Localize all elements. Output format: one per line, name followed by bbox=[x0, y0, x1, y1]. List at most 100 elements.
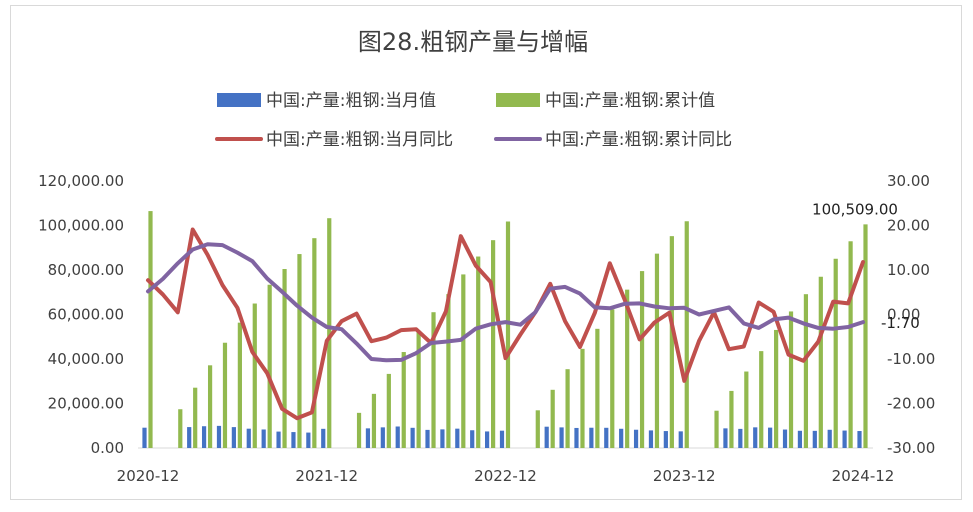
cumulative-output-bar bbox=[371, 393, 377, 448]
cumulative-data-label: 100,509.00 bbox=[812, 200, 898, 218]
cumulative-output-bar bbox=[401, 352, 406, 448]
monthly-output-bar bbox=[663, 431, 668, 448]
monthly-output-bar bbox=[201, 426, 207, 448]
monthly-output-bar bbox=[589, 427, 594, 448]
cumulative-output-bar bbox=[282, 269, 287, 448]
cumulative-output-bar bbox=[148, 211, 153, 448]
cumulative-output-bar bbox=[580, 348, 585, 448]
monthly-output-bar bbox=[782, 429, 788, 448]
cumulative-output-bar bbox=[833, 258, 838, 448]
monthly-output-bar bbox=[231, 427, 236, 448]
chart-frame: 图28.粗钢产量与增幅 中国:产量:粗钢:当月值 中国:产量:粗钢:累计值中国:产… bbox=[10, 5, 962, 500]
monthly-output-bar bbox=[738, 428, 743, 448]
cumulative-output-bar bbox=[431, 312, 436, 448]
monthly-output-bar bbox=[857, 431, 862, 448]
monthly-output-bar bbox=[276, 431, 281, 448]
monthly-output-bar bbox=[455, 428, 460, 448]
legend-swatch bbox=[217, 93, 261, 107]
cumulative-output-bar bbox=[744, 371, 749, 448]
axes: 0.00 20,000.00 40,000.00 60,000.00 80,000.00… bbox=[38, 172, 935, 485]
cumulative-output-bar bbox=[610, 309, 615, 448]
monthly-output-bar bbox=[410, 427, 415, 448]
monthly-output-bar bbox=[485, 431, 490, 448]
legend-label: 中国:产量:粗钢:当月值 bbox=[266, 91, 436, 111]
monthly-output-bar bbox=[216, 425, 222, 448]
monthly-output-bar bbox=[187, 427, 192, 448]
monthly-output-bar bbox=[812, 430, 817, 448]
cumulative-output-bar bbox=[356, 412, 362, 448]
cumulative-output-bar bbox=[327, 218, 332, 448]
cumulative-output-bar bbox=[550, 389, 555, 448]
cumulative-output-bar bbox=[788, 311, 794, 448]
monthly-output-bar bbox=[827, 429, 832, 448]
cumulative-output-bar bbox=[178, 409, 183, 448]
right-tick-label: 20.00 bbox=[887, 217, 930, 235]
left-tick-label: 40,000.00 bbox=[48, 350, 124, 368]
right-tick-label: 0.00 bbox=[887, 306, 920, 324]
left-tick-label: 100,000.00 bbox=[38, 217, 124, 235]
left-tick-label: 80,000.00 bbox=[48, 261, 124, 279]
cumulative-output-bar bbox=[207, 365, 213, 448]
legend-swatch bbox=[496, 93, 540, 107]
cumulative-output-bar bbox=[625, 289, 630, 448]
legend-label: 中国:产量:粗钢:当月同比 bbox=[266, 130, 453, 150]
monthly-output-bar bbox=[291, 432, 296, 448]
monthly-output-bar bbox=[425, 429, 430, 448]
monthly-output-bar bbox=[753, 427, 758, 448]
cumulative-output-bar bbox=[461, 274, 466, 448]
cumulative-output-bar bbox=[491, 240, 496, 448]
cumulative-output-bar bbox=[729, 390, 734, 448]
cumulative-output-bar bbox=[446, 294, 451, 448]
monthly-output-bar bbox=[544, 426, 549, 448]
monthly-output-bar bbox=[768, 427, 773, 448]
cumulative-output-bar bbox=[848, 241, 853, 448]
monthly-output-bar bbox=[470, 430, 475, 448]
chart-svg: 图28.粗钢产量与增幅 中国:产量:粗钢:当月值 中国:产量:粗钢:累计值中国:产… bbox=[38, 28, 935, 485]
cumulative-output-bar bbox=[193, 387, 198, 448]
monthly-output-bar bbox=[633, 429, 639, 448]
right-tick-label: -10.00 bbox=[887, 350, 935, 368]
cumulative-output-bar bbox=[714, 410, 719, 448]
monthly-output-bar bbox=[440, 429, 445, 448]
monthly-output-bar bbox=[559, 427, 564, 448]
cumulative-output-bar bbox=[669, 236, 674, 448]
cumulative-output-bar bbox=[639, 271, 645, 448]
monthly-output-bar bbox=[306, 432, 311, 448]
yoy-data-label: -1.70 bbox=[881, 314, 920, 332]
cumulative-output-bar bbox=[222, 342, 228, 448]
chart-title: 图28.粗钢产量与增幅 bbox=[358, 28, 588, 56]
monthly-output-bar bbox=[574, 427, 579, 448]
lines bbox=[146, 227, 865, 421]
monthly-output-bar bbox=[648, 430, 654, 448]
cumulative-output-bar bbox=[595, 328, 600, 448]
cumulative-output-bar bbox=[803, 294, 809, 448]
cumulative-output-bar bbox=[252, 303, 257, 448]
x-tick-label: 2022-12 bbox=[474, 467, 537, 485]
monthly-output-bar bbox=[499, 430, 505, 448]
right-tick-label: -30.00 bbox=[887, 439, 935, 457]
cumulative-output-bar bbox=[505, 221, 511, 448]
cumulative-output-bar bbox=[416, 330, 421, 448]
left-tick-label: 120,000.00 bbox=[38, 172, 124, 190]
cumulative-output-bar bbox=[267, 284, 272, 448]
bars bbox=[142, 211, 868, 448]
legend-label: 中国:产量:粗钢:累计值 bbox=[545, 91, 715, 111]
data-labels: 100,509.00 -1.70 bbox=[812, 200, 920, 332]
monthly-output-bar bbox=[246, 428, 251, 448]
monthly-output-bar bbox=[842, 430, 847, 448]
cumulative-output-bar bbox=[684, 221, 689, 448]
cumulative-output-bar bbox=[759, 351, 764, 448]
x-tick-label: 2024-12 bbox=[832, 467, 895, 485]
x-tick-label: 2020-12 bbox=[117, 467, 180, 485]
x-tick-label: 2021-12 bbox=[295, 467, 358, 485]
monthly-output-bar bbox=[604, 427, 609, 448]
cumulative-output-bar bbox=[863, 224, 868, 448]
monthly-output-bar bbox=[365, 428, 371, 448]
cumulative-yoy-line bbox=[146, 242, 865, 363]
left-tick-label: 0.00 bbox=[91, 439, 124, 457]
cumulative-output-bar bbox=[535, 410, 540, 448]
monthly-output-bar bbox=[619, 428, 624, 448]
monthly-output-bar bbox=[797, 430, 803, 448]
left-tick-label: 20,000.00 bbox=[48, 395, 124, 413]
right-tick-label: -20.00 bbox=[887, 395, 935, 413]
